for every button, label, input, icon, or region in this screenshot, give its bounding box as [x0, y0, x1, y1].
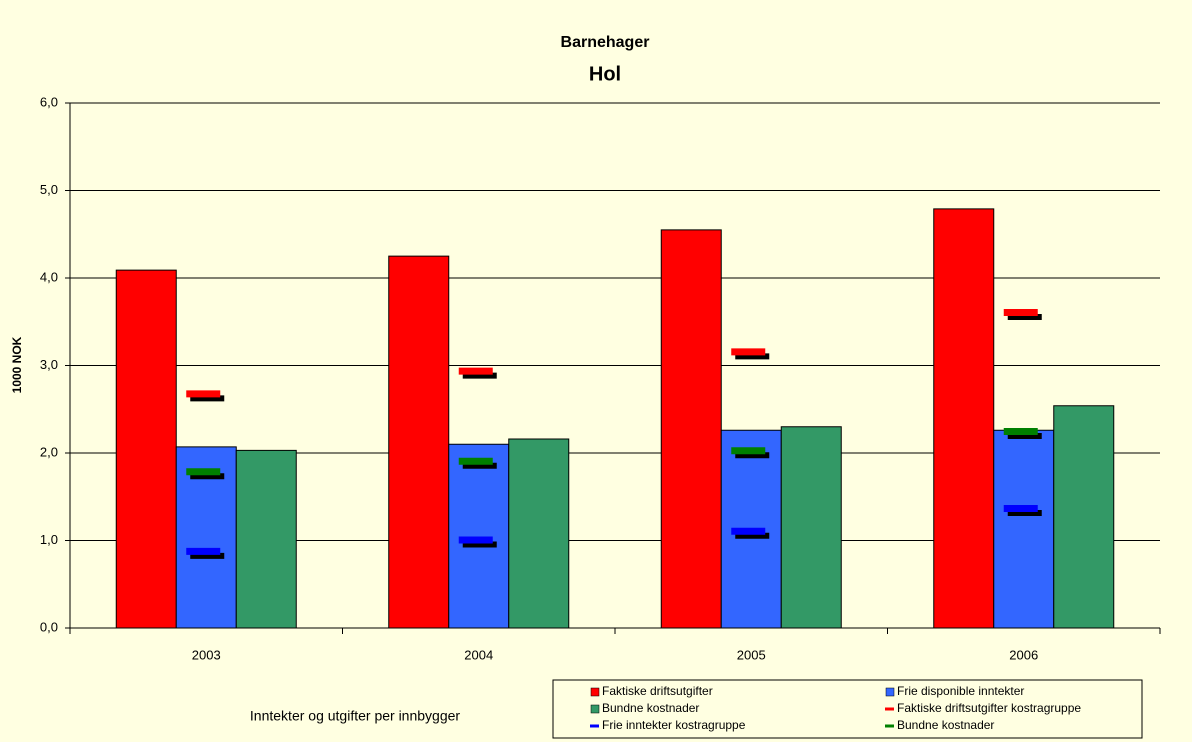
y-tick-label: 5,0	[40, 182, 58, 197]
marker-shadow	[735, 452, 770, 459]
marker	[458, 367, 493, 375]
marker	[186, 547, 221, 555]
marker	[731, 348, 766, 356]
y-tick-label: 2,0	[40, 444, 58, 459]
legend-swatch	[590, 724, 599, 728]
y-tick-label: 3,0	[40, 357, 58, 372]
marker	[731, 527, 766, 535]
legend-swatch	[885, 687, 895, 697]
legend-label: Faktiske driftsutgifter	[602, 684, 713, 698]
bar	[780, 426, 842, 629]
marker-shadow	[190, 395, 225, 402]
legend-label: Frie disponible inntekter	[897, 684, 1024, 698]
marker-shadow	[462, 462, 497, 469]
bar	[235, 449, 297, 629]
chart-title: Barnehager	[561, 34, 650, 51]
legend-swatch	[885, 724, 894, 728]
marker-shadow	[190, 473, 225, 480]
marker	[186, 390, 221, 398]
x-tick-label: 2004	[464, 647, 493, 662]
marker-shadow	[735, 353, 770, 360]
marker-shadow	[1007, 433, 1042, 439]
marker	[186, 468, 221, 476]
legend-swatch	[590, 687, 600, 697]
y-tick-label: 6,0	[40, 94, 58, 109]
bar	[388, 255, 450, 629]
legend-label: Faktiske driftsutgifter kostragruppe	[897, 701, 1081, 715]
bar	[993, 429, 1055, 629]
legend	[552, 679, 1143, 739]
marker-shadow	[190, 552, 225, 559]
bar	[1053, 405, 1115, 629]
marker-shadow	[462, 541, 497, 548]
legend-swatch	[885, 707, 894, 711]
marker	[1003, 428, 1038, 435]
bar	[508, 438, 570, 629]
bar	[660, 229, 722, 629]
marker	[1003, 505, 1038, 512]
marker-shadow	[462, 372, 497, 379]
x-tick-label: 2003	[192, 647, 221, 662]
x-tick-label: 2006	[1009, 647, 1038, 662]
marker-shadow	[735, 532, 770, 539]
marker	[458, 536, 493, 544]
legend-label: Frie inntekter kostragruppe	[602, 718, 746, 732]
y-tick-label: 1,0	[40, 532, 58, 547]
y-tick-label: 4,0	[40, 269, 58, 284]
bar	[933, 208, 995, 629]
legend-swatch	[590, 704, 600, 714]
marker-shadow	[1007, 510, 1042, 516]
marker	[731, 447, 766, 455]
bar	[115, 269, 177, 629]
legend-label: Bundne kostnader	[602, 701, 699, 715]
chart-subtitle: Hol	[589, 63, 621, 85]
marker	[458, 457, 493, 465]
y-tick-label: 0,0	[40, 619, 58, 634]
legend-label: Bundne kostnader	[897, 718, 994, 732]
x-axis-label: Inntekter og utgifter per innbygger	[250, 708, 460, 724]
x-tick-label: 2005	[737, 647, 766, 662]
marker	[1003, 309, 1038, 316]
bar	[448, 443, 510, 629]
marker-shadow	[1007, 314, 1042, 320]
y-axis-label: 1000 NOK	[10, 336, 24, 393]
